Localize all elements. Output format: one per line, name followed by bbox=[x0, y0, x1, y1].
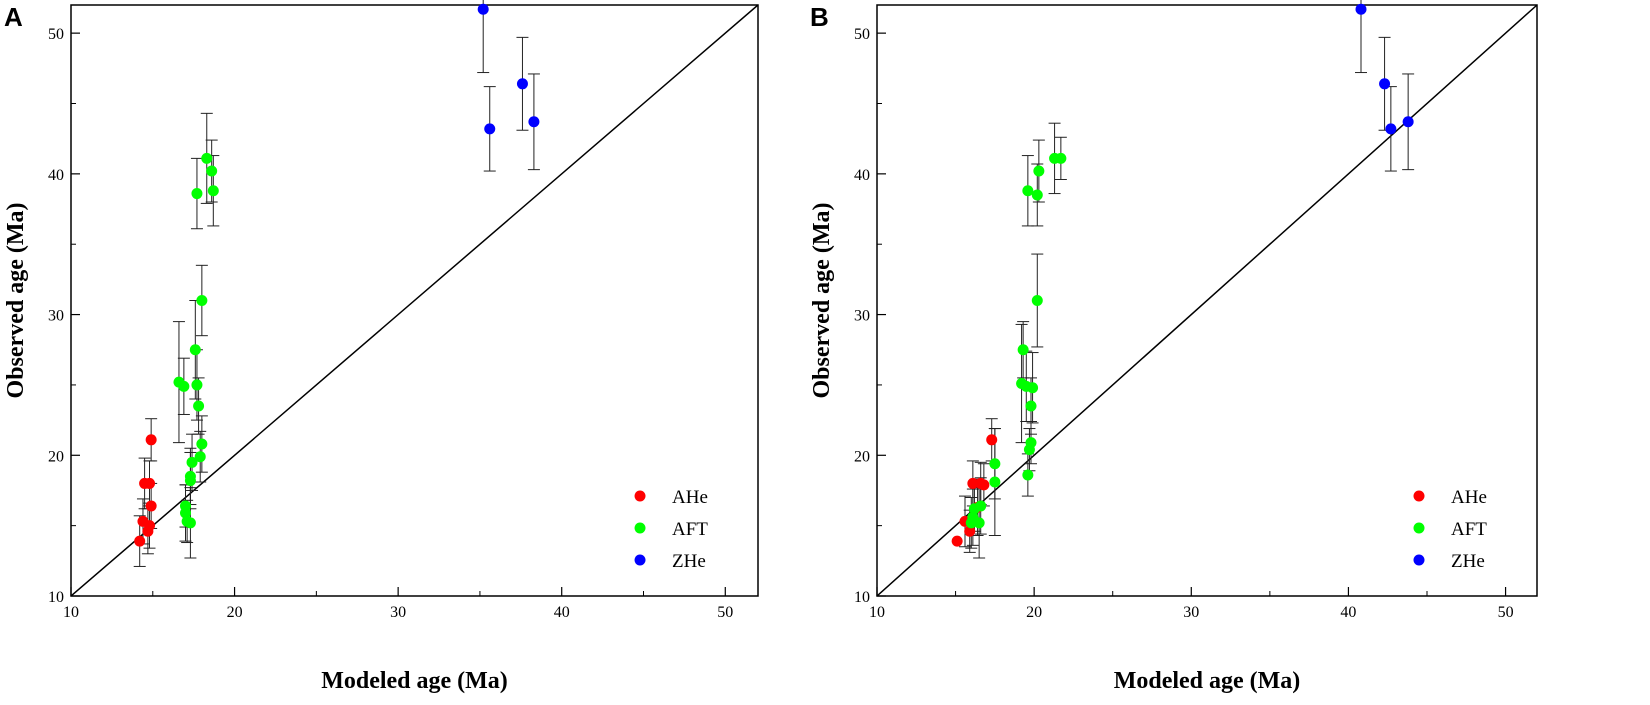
legend-marker-ahe bbox=[634, 490, 646, 502]
x-tick-label: 30 bbox=[390, 604, 406, 621]
x-tick-label: 50 bbox=[1498, 604, 1514, 621]
legend: AHe AFT ZHe bbox=[634, 487, 708, 572]
data-point-ahe bbox=[144, 477, 156, 489]
data-point-aft bbox=[1017, 344, 1029, 356]
x-axis-title: Modeled age (Ma) bbox=[1114, 668, 1301, 694]
data-point-aft bbox=[184, 517, 196, 529]
x-tick-label: 10 bbox=[869, 604, 885, 621]
data-point-aft bbox=[189, 344, 201, 356]
y-tick-label: 10 bbox=[48, 589, 64, 606]
x-tick-label: 50 bbox=[717, 604, 733, 621]
panel-a: A 10 20 30 40 50 10 20 30 40 50 Modeled age (Ma) Obs… bbox=[3, 0, 759, 694]
x-tick-label: 10 bbox=[63, 604, 79, 621]
x-tick-label: 40 bbox=[554, 604, 570, 621]
legend-label: AHe bbox=[1451, 487, 1487, 508]
y-tick-label: 40 bbox=[854, 167, 870, 184]
data-point-zhe bbox=[477, 3, 489, 15]
legend-label: ZHe bbox=[1451, 551, 1485, 572]
data-point-ahe bbox=[145, 500, 157, 512]
y-tick-label: 20 bbox=[48, 448, 64, 465]
data-point-aft bbox=[184, 470, 196, 482]
y-tick-label: 50 bbox=[854, 26, 870, 43]
x-tick-label: 30 bbox=[1183, 604, 1199, 621]
legend-marker-aft bbox=[634, 522, 646, 534]
legend-label: AFT bbox=[1451, 519, 1487, 540]
data-point-aft bbox=[989, 476, 1001, 488]
data-point-aft bbox=[207, 185, 219, 197]
legend-marker-zhe bbox=[1413, 554, 1425, 566]
data-point-aft bbox=[989, 458, 1001, 470]
data-point-zhe bbox=[1379, 78, 1391, 90]
data-point-ahe bbox=[951, 535, 963, 547]
data-point-ahe bbox=[144, 520, 156, 532]
legend-label: AFT bbox=[672, 519, 708, 540]
x-tick-label: 40 bbox=[1340, 604, 1356, 621]
data-point-aft bbox=[975, 500, 987, 512]
data-point-aft bbox=[191, 379, 203, 391]
panel-letter: B bbox=[810, 2, 829, 32]
plot-frame bbox=[70, 4, 759, 597]
data-point-aft bbox=[1025, 400, 1037, 412]
data-point-aft bbox=[196, 438, 208, 450]
plot-area bbox=[877, 0, 1537, 596]
data-point-aft bbox=[206, 165, 218, 177]
data-point-aft bbox=[196, 295, 208, 306]
data-point-aft bbox=[186, 456, 198, 468]
data-point-aft bbox=[1055, 152, 1067, 164]
x-tick-label: 20 bbox=[227, 604, 243, 621]
data-point-aft bbox=[193, 400, 205, 412]
data-point-aft bbox=[1031, 189, 1043, 201]
data-point-aft bbox=[1022, 469, 1034, 481]
legend-label: AHe bbox=[672, 487, 708, 508]
data-point-ahe bbox=[134, 535, 146, 547]
data-point-aft bbox=[178, 380, 190, 392]
data-point-ahe bbox=[978, 479, 990, 491]
data-point-zhe bbox=[1385, 123, 1397, 135]
data-point-ahe bbox=[964, 525, 976, 537]
data-point-aft bbox=[201, 152, 213, 164]
legend: AHe AFT ZHe bbox=[1413, 487, 1487, 572]
data-point-aft bbox=[194, 451, 206, 463]
data-point-aft bbox=[973, 517, 985, 529]
panel-letter: A bbox=[4, 2, 23, 32]
data-point-zhe bbox=[516, 78, 528, 90]
plot-area bbox=[71, 0, 758, 596]
legend-marker-aft bbox=[1413, 522, 1425, 534]
data-point-zhe bbox=[528, 116, 540, 128]
plot-frame bbox=[876, 4, 1538, 597]
data-point-aft bbox=[191, 188, 203, 200]
y-tick-label: 30 bbox=[48, 308, 64, 325]
data-point-aft bbox=[1033, 165, 1045, 177]
one-to-one-line bbox=[71, 4, 758, 596]
y-tick-label: 40 bbox=[48, 167, 64, 184]
data-point-aft bbox=[1025, 437, 1037, 449]
data-point-aft bbox=[1031, 295, 1043, 306]
legend-marker-ahe bbox=[1413, 490, 1425, 502]
y-tick-label: 30 bbox=[854, 308, 870, 325]
data-point-ahe bbox=[986, 434, 998, 446]
data-point-zhe bbox=[1402, 116, 1414, 128]
data-point-zhe bbox=[1355, 3, 1367, 15]
data-point-ahe bbox=[967, 477, 979, 489]
legend-marker-zhe bbox=[634, 554, 646, 566]
one-to-one-line bbox=[877, 4, 1537, 596]
panel-b: B 10 20 30 40 50 10 20 30 40 50 Modeled age (Ma) Obs… bbox=[809, 0, 1538, 694]
data-point-ahe bbox=[145, 434, 157, 446]
y-tick-label: 50 bbox=[48, 26, 64, 43]
x-tick-label: 20 bbox=[1026, 604, 1042, 621]
x-axis-title: Modeled age (Ma) bbox=[321, 668, 508, 694]
legend-label: ZHe bbox=[672, 551, 706, 572]
data-point-zhe bbox=[484, 123, 496, 135]
data-point-aft bbox=[1027, 382, 1039, 394]
data-point-aft bbox=[180, 500, 191, 512]
y-axis-title: Observed age (Ma) bbox=[3, 203, 29, 399]
data-point-aft bbox=[1022, 185, 1034, 197]
y-axis-title: Observed age (Ma) bbox=[809, 203, 835, 399]
y-tick-label: 20 bbox=[854, 448, 870, 465]
y-tick-label: 10 bbox=[854, 589, 870, 606]
